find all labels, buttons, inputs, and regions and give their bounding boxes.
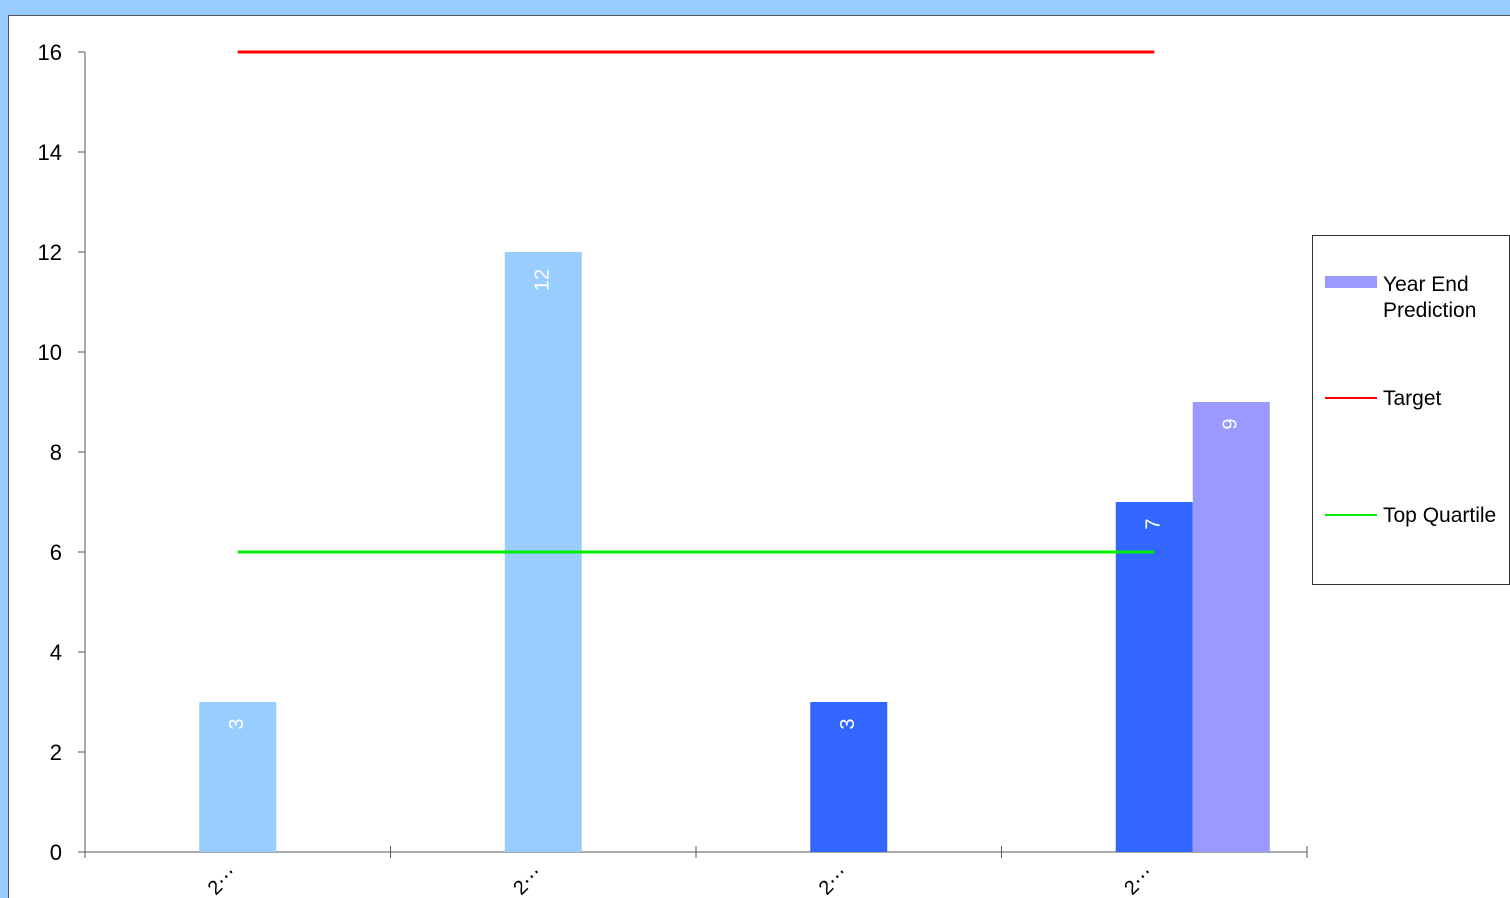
bar-data-label: 3 xyxy=(226,718,248,729)
y-tick-label: 2 xyxy=(50,740,62,765)
bar xyxy=(1192,402,1270,852)
y-tick-label: 0 xyxy=(50,840,62,865)
legend-label: Year End Prediction xyxy=(1383,273,1477,322)
bar-data-label: 12 xyxy=(532,269,554,291)
y-tick-label: 14 xyxy=(38,140,62,165)
bar-data-label: 7 xyxy=(1143,518,1165,529)
legend-swatch-target xyxy=(1325,397,1377,399)
bar xyxy=(810,702,888,852)
x-tick-label: 2⋯ xyxy=(815,862,853,898)
bar-data-label: 9 xyxy=(1220,418,1242,429)
y-tick-label: 6 xyxy=(50,540,62,565)
y-tick-label: 8 xyxy=(50,440,62,465)
legend-label: Target xyxy=(1383,387,1442,410)
legend-item-target: Target xyxy=(1325,386,1510,412)
legend-label: Top Quartile xyxy=(1383,504,1497,527)
legend-swatch-top-quartile xyxy=(1325,514,1377,516)
y-tick-label: 16 xyxy=(38,40,62,65)
x-tick-label: 2⋯ xyxy=(204,862,242,898)
y-tick-label: 4 xyxy=(50,640,62,665)
chart-legend: Year End Prediction Target Top Quartile xyxy=(1312,235,1510,585)
y-tick-label: 12 xyxy=(38,240,62,265)
bar-data-label: 3 xyxy=(837,718,859,729)
legend-item-top-quartile: Top Quartile xyxy=(1325,503,1510,529)
bar xyxy=(199,702,277,852)
x-tick-label: 2⋯ xyxy=(1120,862,1158,898)
bar xyxy=(1115,502,1193,852)
legend-swatch-year-end-prediction xyxy=(1325,276,1377,288)
legend-item-year-end-prediction: Year End Prediction xyxy=(1325,272,1510,324)
y-tick-label: 10 xyxy=(38,340,62,365)
x-tick-label: 2⋯ xyxy=(509,862,547,898)
